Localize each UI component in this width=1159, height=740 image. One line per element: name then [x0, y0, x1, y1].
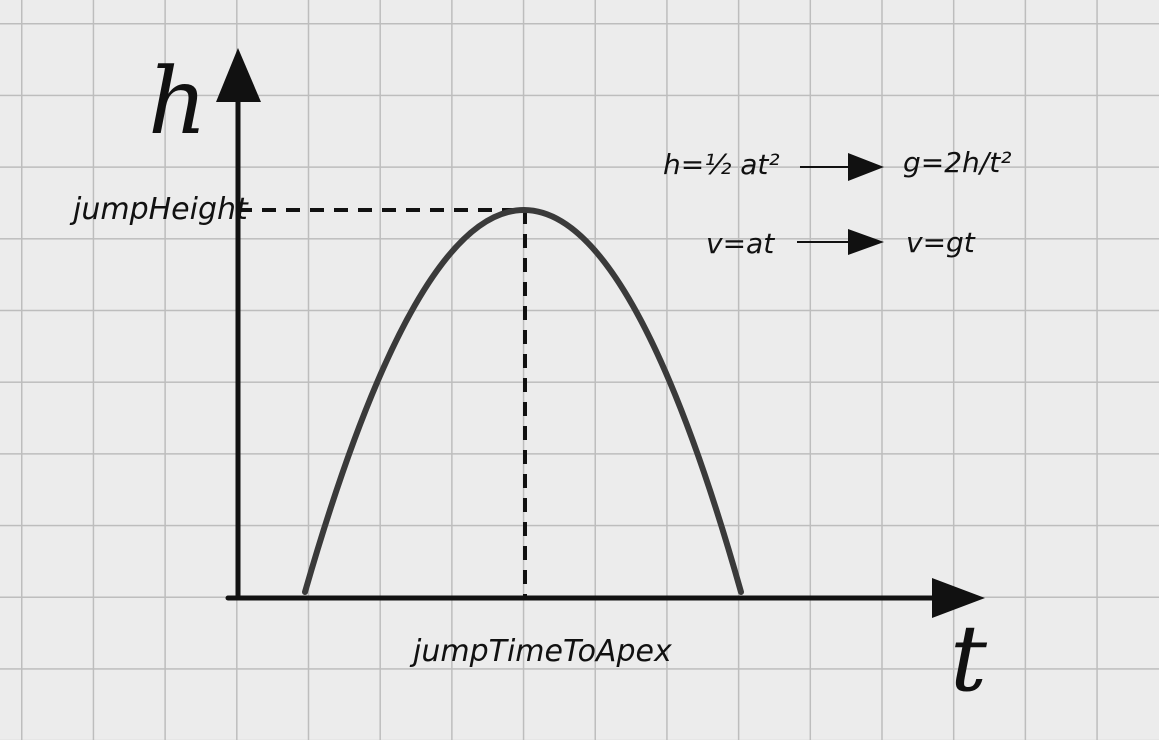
formula-1-arrowhead: [848, 153, 884, 181]
formula-2-arrowhead: [848, 229, 884, 255]
x-axis-label: t: [950, 605, 988, 712]
formula-1-source: h=½ at²: [663, 148, 780, 181]
formula-1-result: g=2h/t²: [903, 146, 1011, 179]
y-axis-label: h: [148, 48, 207, 155]
jump-time-to-apex-label: jumpTimeToApex: [409, 634, 672, 669]
y-axis-arrowhead: [216, 48, 261, 102]
formula-2-result: v=gt: [906, 226, 976, 259]
formula-2-source: v=at: [706, 227, 775, 260]
jump-height-label: jumpHeight: [69, 192, 249, 227]
x-axis-arrowhead: [932, 578, 985, 618]
jump-parabola: [302, 207, 744, 595]
